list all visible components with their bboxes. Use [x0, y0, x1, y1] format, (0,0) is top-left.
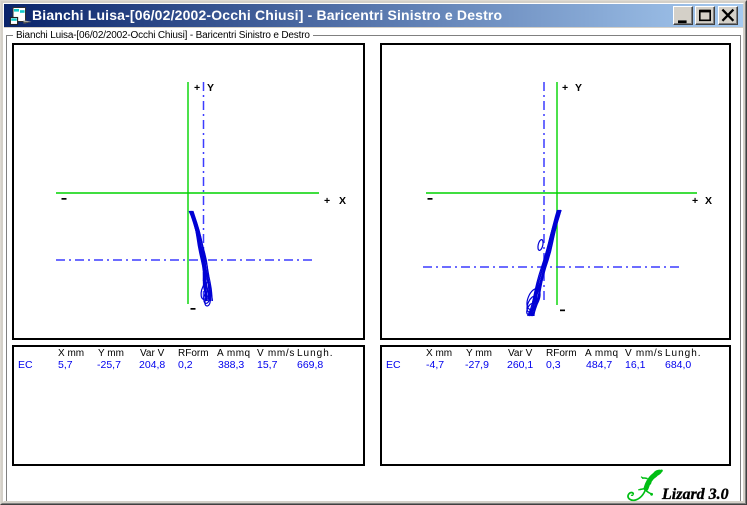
svg-text:X: X — [339, 195, 346, 207]
svg-text:+: + — [692, 195, 698, 207]
svg-text:+: + — [194, 82, 200, 94]
svg-text:Y: Y — [207, 82, 214, 94]
svg-text:X: X — [705, 195, 712, 207]
svg-text:+: + — [324, 195, 330, 207]
svg-text:Y: Y — [575, 82, 582, 94]
svg-text:+: + — [562, 82, 568, 94]
